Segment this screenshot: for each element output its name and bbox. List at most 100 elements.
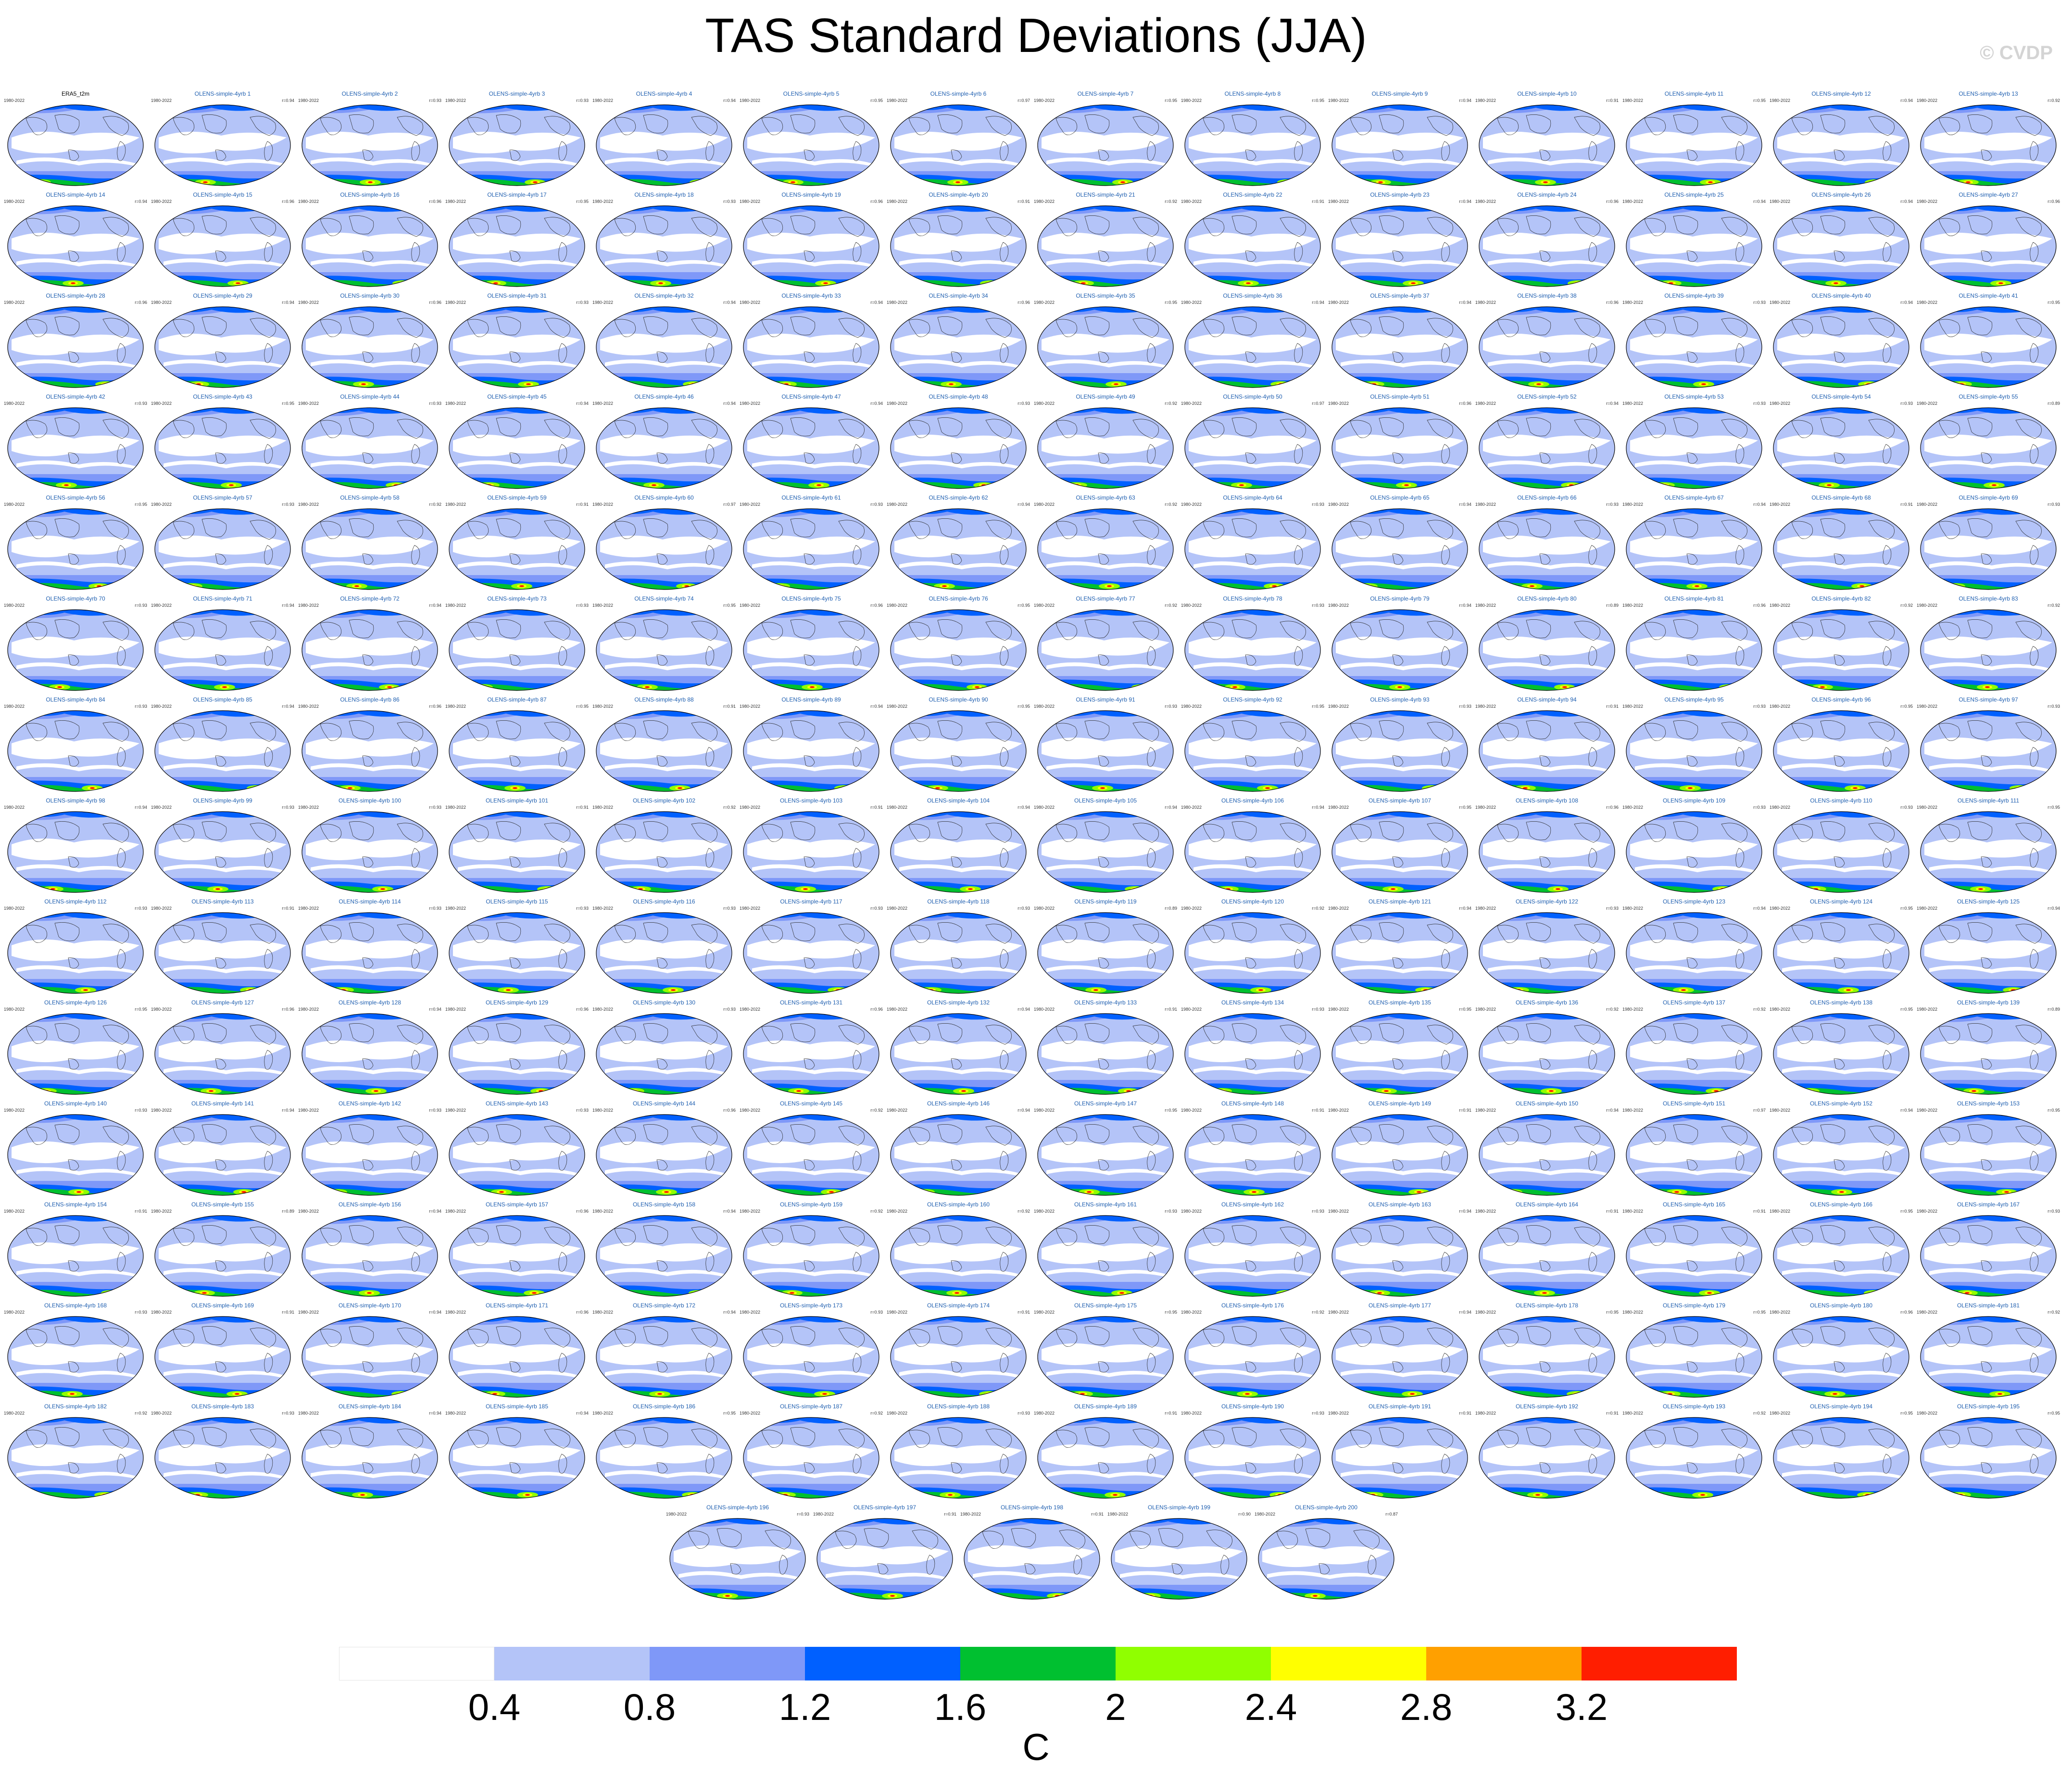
map-icon <box>1920 609 2057 691</box>
map-field <box>302 812 438 892</box>
member-panel: OLENS-simple-4yrb 111 1980-2022 r=0.95 <box>1915 797 2062 895</box>
panel-title: OLENS-simple-4yrb 55 <box>1959 393 2018 400</box>
panel-correlation: r=0.94 <box>723 1209 736 1214</box>
panel-title: OLENS-simple-4yrb 117 <box>780 898 842 905</box>
panel-period: 1980-2022 <box>445 401 466 406</box>
panel-correlation: r=0.93 <box>723 906 736 911</box>
panel-correlation: r=0.91 <box>1606 98 1619 103</box>
map-icon <box>1037 811 1174 893</box>
panel-title: OLENS-simple-4yrb 28 <box>46 292 105 299</box>
member-panel: OLENS-simple-4yrb 51 1980-2022 r=0.96 <box>1326 393 1473 491</box>
panel-period: 1980-2022 <box>1034 704 1055 709</box>
member-panel: OLENS-simple-4yrb 49 1980-2022 r=0.92 <box>1032 393 1179 491</box>
member-panel: OLENS-simple-4yrb 184 1980-2022 r=0.94 <box>296 1403 443 1501</box>
panel-period: 1980-2022 <box>1770 1108 1791 1113</box>
panel-period: 1980-2022 <box>445 805 466 810</box>
panel-period: 1980-2022 <box>1622 1310 1644 1315</box>
map-field <box>1185 1014 1320 1094</box>
panel-correlation: r=0.92 <box>135 1411 147 1416</box>
panel-correlation: r=0.93 <box>870 906 883 911</box>
member-panel: OLENS-simple-4yrb 85 1980-2022 r=0.94 <box>149 696 296 794</box>
member-panel: OLENS-simple-4yrb 187 1980-2022 r=0.92 <box>738 1403 885 1501</box>
map-field <box>449 105 585 186</box>
member-panel: OLENS-simple-4yrb 65 1980-2022 r=0.94 <box>1326 494 1473 592</box>
member-panel: OLENS-simple-4yrb 107 1980-2022 r=0.95 <box>1326 797 1473 895</box>
panel-correlation: r=0.95 <box>1900 1209 1913 1214</box>
member-panel: OLENS-simple-4yrb 42 1980-2022 r=0.93 <box>2 393 149 491</box>
panel-correlation: r=0.92 <box>1165 502 1177 507</box>
map-icon <box>1184 912 1321 994</box>
map-field <box>449 206 585 287</box>
panel-period: 1980-2022 <box>740 1310 761 1315</box>
map-icon <box>1920 306 2057 388</box>
map-icon <box>1773 811 1909 893</box>
panel-title: OLENS-simple-4yrb 54 <box>1811 393 1871 400</box>
map-icon <box>743 104 879 186</box>
panel-period: 1980-2022 <box>151 98 172 103</box>
map-icon <box>1626 1215 1762 1297</box>
map-icon <box>743 912 879 994</box>
member-panel: OLENS-simple-4yrb 36 1980-2022 r=0.94 <box>1179 292 1326 390</box>
panel-period: 1980-2022 <box>1770 98 1791 103</box>
map-icon <box>154 1215 291 1297</box>
panel-period: 1980-2022 <box>1328 906 1349 911</box>
panel-period: 1980-2022 <box>1917 1108 1938 1113</box>
panel-correlation: r=0.93 <box>1017 906 1030 911</box>
panel-period: 1980-2022 <box>887 603 908 608</box>
panel-title: OLENS-simple-4yrb 166 <box>1809 1201 1873 1208</box>
panel-correlation: r=0.93 <box>135 1108 147 1113</box>
panel-title: OLENS-simple-4yrb 34 <box>929 292 988 299</box>
member-panel: OLENS-simple-4yrb 13 1980-2022 r=0.92 <box>1915 90 2062 188</box>
map-icon <box>154 1114 291 1196</box>
map-icon <box>1184 306 1321 388</box>
map-field <box>302 913 438 993</box>
map-icon <box>1184 1215 1321 1297</box>
map-field <box>891 1115 1026 1195</box>
panel-title: OLENS-simple-4yrb 181 <box>1957 1302 2020 1309</box>
member-panel: OLENS-simple-4yrb 34 1980-2022 r=0.96 <box>885 292 1032 390</box>
panel-correlation: r=0.96 <box>429 704 441 709</box>
panel-correlation: r=0.93 <box>1165 1209 1177 1214</box>
map-field <box>1921 509 2056 589</box>
panel-period: 1980-2022 <box>1181 704 1202 709</box>
panel-period: 1980-2022 <box>1475 199 1496 204</box>
panel-correlation: r=0.91 <box>944 1512 956 1517</box>
member-panel: OLENS-simple-4yrb 28 1980-2022 r=0.96 <box>2 292 149 390</box>
member-panel: OLENS-simple-4yrb 90 1980-2022 r=0.95 <box>885 696 1032 794</box>
map-field <box>596 711 732 791</box>
panel-correlation: r=0.87 <box>1385 1512 1398 1517</box>
map-icon <box>743 1417 879 1499</box>
member-panel: OLENS-simple-4yrb 149 1980-2022 r=0.91 <box>1326 1100 1473 1198</box>
member-panel: OLENS-simple-4yrb 178 1980-2022 r=0.95 <box>1473 1302 1620 1400</box>
map-icon <box>596 609 732 691</box>
map-icon <box>7 710 144 792</box>
map-field <box>1773 408 1909 489</box>
map-icon <box>1037 1316 1174 1398</box>
map-field <box>743 1014 879 1094</box>
map-icon <box>301 1013 438 1095</box>
panel-period: 1980-2022 <box>151 502 172 507</box>
panel-title: OLENS-simple-4yrb 154 <box>44 1201 107 1208</box>
map-field <box>1038 1417 1173 1498</box>
map-icon <box>890 508 1027 590</box>
map-field <box>743 913 879 993</box>
panel-correlation: r=0.93 <box>1312 1209 1324 1214</box>
panel-period: 1980-2022 <box>1917 502 1938 507</box>
panel-title: OLENS-simple-4yrb 45 <box>487 393 547 400</box>
panel-period: 1980-2022 <box>1181 1411 1202 1416</box>
member-panel: OLENS-simple-4yrb 193 1980-2022 r=0.92 <box>1620 1403 1768 1501</box>
panel-correlation: r=0.94 <box>723 401 736 406</box>
panel-period: 1980-2022 <box>740 199 761 204</box>
member-panel: OLENS-simple-4yrb 12 1980-2022 r=0.94 <box>1768 90 1915 188</box>
panel-period: 1980-2022 <box>813 1512 834 1517</box>
map-field <box>1479 1216 1615 1296</box>
panel-correlation: r=0.93 <box>1459 704 1471 709</box>
map-icon <box>1920 1417 2057 1499</box>
member-panel: OLENS-simple-4yrb 176 1980-2022 r=0.92 <box>1179 1302 1326 1400</box>
member-panel: OLENS-simple-4yrb 134 1980-2022 r=0.93 <box>1179 999 1326 1097</box>
member-panel: OLENS-simple-4yrb 84 1980-2022 r=0.93 <box>2 696 149 794</box>
map-field <box>1185 408 1320 489</box>
panel-title: OLENS-simple-4yrb 43 <box>193 393 252 400</box>
member-panel: OLENS-simple-4yrb 132 1980-2022 r=0.94 <box>885 999 1032 1097</box>
map-icon <box>7 1215 144 1297</box>
